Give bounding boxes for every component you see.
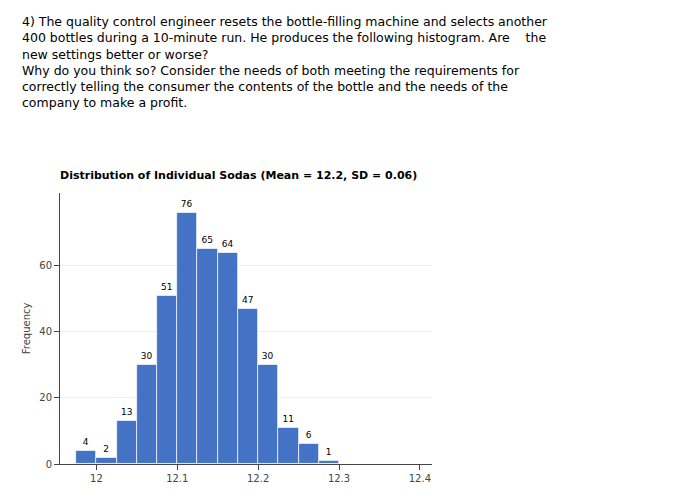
svg-text:Distribution of Individual Sod: Distribution of Individual Sodas (Mean =… xyxy=(60,169,417,182)
svg-text:30: 30 xyxy=(262,351,274,361)
svg-text:65: 65 xyxy=(201,235,212,245)
svg-text:76: 76 xyxy=(181,199,193,209)
svg-text:47: 47 xyxy=(242,295,253,305)
svg-text:6: 6 xyxy=(306,430,312,440)
svg-text:30: 30 xyxy=(141,351,153,361)
svg-text:12.3: 12.3 xyxy=(328,473,350,484)
svg-text:1: 1 xyxy=(326,447,332,457)
svg-text:12.1: 12.1 xyxy=(166,473,188,484)
svg-text:40: 40 xyxy=(39,326,52,337)
svg-text:11: 11 xyxy=(282,414,293,424)
svg-text:12: 12 xyxy=(90,473,103,484)
svg-text:12.4: 12.4 xyxy=(409,473,431,484)
svg-text:4: 4 xyxy=(83,437,89,447)
svg-text:20: 20 xyxy=(39,392,52,403)
svg-text:Frequency: Frequency xyxy=(21,302,32,354)
svg-text:60: 60 xyxy=(39,260,52,271)
svg-text:12.2: 12.2 xyxy=(247,473,269,484)
svg-text:51: 51 xyxy=(161,282,172,292)
svg-text:64: 64 xyxy=(222,239,234,249)
svg-text:4) The quality control enginee: 4) The quality control engineer resets t… xyxy=(22,14,548,110)
svg-text:2: 2 xyxy=(103,444,109,454)
svg-text:0: 0 xyxy=(46,459,52,470)
svg-text:13: 13 xyxy=(121,407,132,417)
